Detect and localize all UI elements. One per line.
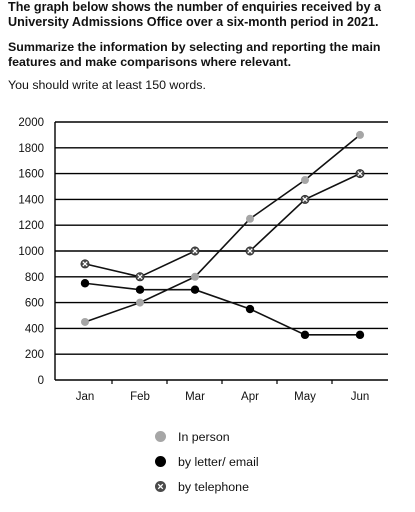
legend-item: by letter/ email	[155, 449, 259, 474]
data-point-s1-4	[300, 330, 310, 340]
y-tick-label: 1000	[18, 246, 44, 258]
y-tick-label: 2000	[18, 117, 44, 129]
data-point-s2-1	[135, 272, 145, 282]
legend-marker-icon	[155, 431, 166, 442]
y-tick-label: 1800	[18, 143, 44, 155]
data-point-s2-3	[245, 246, 255, 256]
task-title: The graph below shows the number of enqu…	[8, 0, 381, 29]
task-instruction: Summarize the information by selecting a…	[8, 40, 381, 69]
data-point-s0-4	[301, 176, 309, 185]
y-tick-label: 1600	[18, 169, 44, 181]
legend-marker-icon	[155, 481, 166, 492]
x-tick-label: Apr	[241, 391, 259, 403]
x-tick-label: Jun	[351, 391, 370, 403]
series-line-2	[84, 172, 361, 278]
series-line-0	[84, 134, 361, 323]
legend-item: In person	[155, 424, 259, 449]
data-point-s0-1	[136, 298, 144, 307]
data-point-s1-3	[245, 304, 255, 314]
data-point-s2-0	[80, 259, 90, 269]
data-point-s0-3	[246, 214, 254, 223]
legend-label: by telephone	[178, 479, 249, 494]
word-requirement: You should write at least 150 words.	[8, 78, 206, 92]
data-point-s2-5	[355, 169, 365, 179]
series-line-1	[84, 282, 360, 336]
legend-marker-icon	[155, 456, 166, 467]
legend-label: by letter/ email	[178, 454, 259, 469]
legend-item: by telephone	[155, 474, 259, 499]
y-tick-label: 1400	[18, 194, 44, 206]
x-tick-label: Jan	[76, 391, 95, 403]
x-tick-label: Mar	[185, 391, 205, 403]
chart-legend: In person by letter/ email by telephone	[155, 424, 259, 499]
data-point-s1-0	[80, 279, 90, 288]
data-point-s0-5	[356, 130, 364, 139]
y-tick-label: 600	[25, 298, 44, 310]
data-point-s0-2	[191, 272, 199, 281]
data-point-s1-1	[135, 285, 145, 294]
y-tick-label: 1200	[18, 220, 44, 232]
y-tick-label: 200	[25, 349, 44, 361]
data-point-s1-5	[355, 330, 365, 340]
x-tick-label: Feb	[130, 391, 150, 403]
data-point-s2-2	[190, 246, 200, 256]
data-point-s0-0	[81, 317, 89, 326]
y-tick-label: 0	[38, 375, 44, 387]
y-tick-label: 400	[25, 323, 44, 335]
y-tick-label: 800	[25, 272, 44, 284]
data-point-s2-4	[300, 194, 310, 204]
legend-label: In person	[178, 429, 230, 444]
data-point-s1-2	[190, 285, 200, 294]
x-tick-label: May	[294, 391, 316, 403]
task-prompt: The graph below shows the number of enqu…	[8, 0, 410, 93]
